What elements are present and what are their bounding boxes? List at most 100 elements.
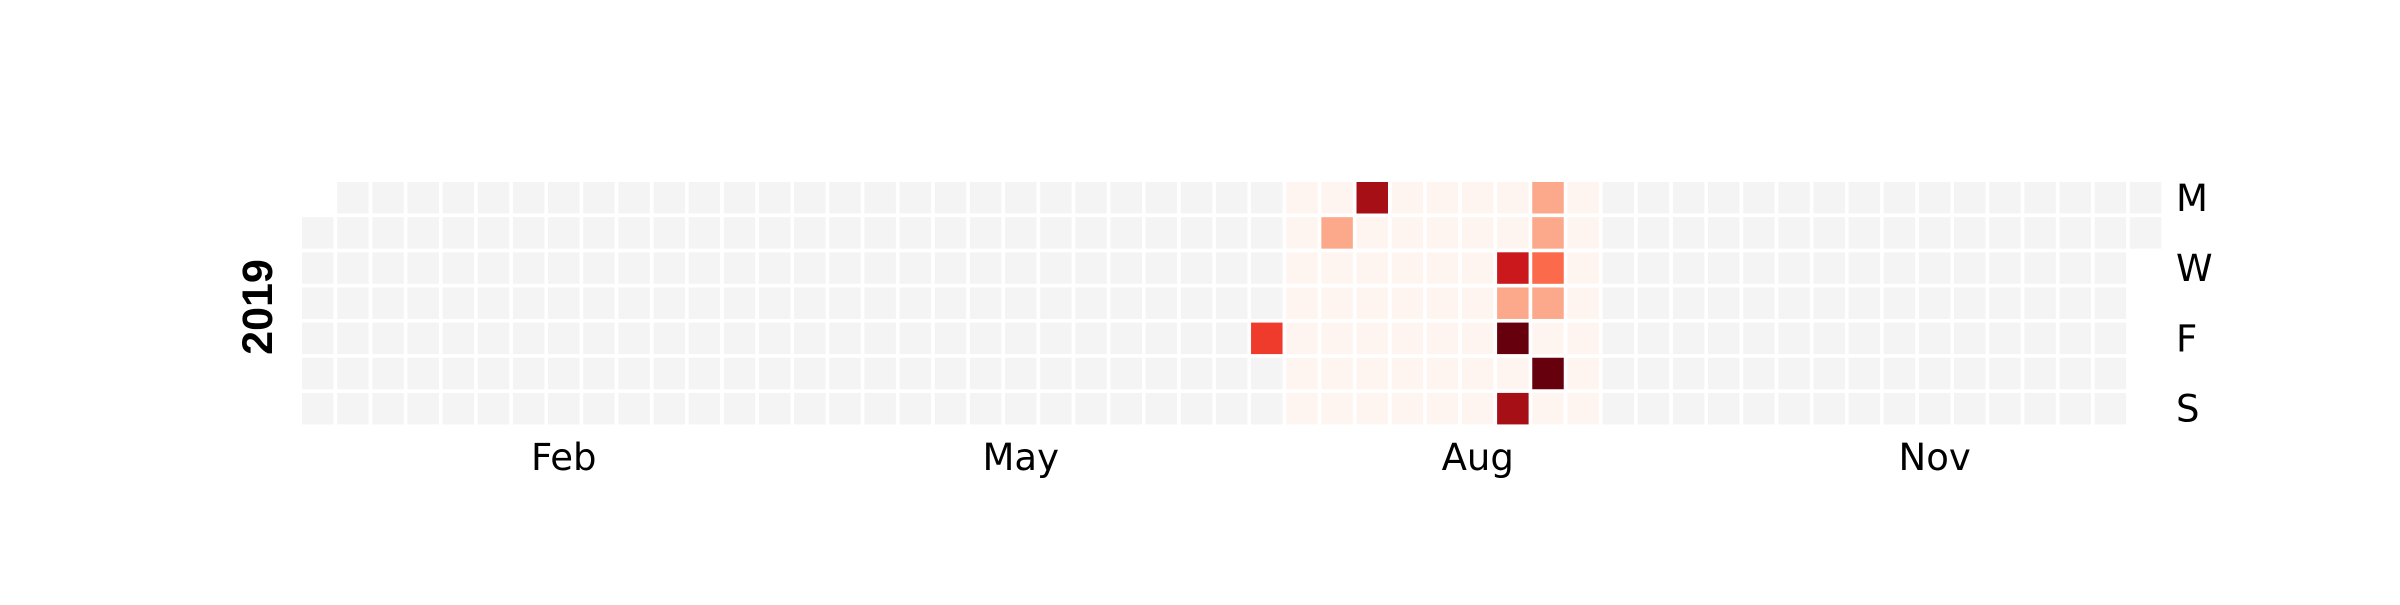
heatmap-cell: [1848, 357, 1881, 390]
heatmap-cell: [1005, 357, 1037, 390]
heatmap-cell: [2024, 217, 2056, 249]
heatmap-cell: [1005, 182, 1037, 214]
heatmap-cell: [1005, 287, 1037, 319]
heatmap-cell: [1075, 182, 1107, 214]
heatmap-cell: [934, 357, 967, 390]
heatmap-cell: [1426, 287, 1459, 319]
heatmap-cell: [1040, 287, 1072, 319]
heatmap-cell: [548, 252, 580, 284]
heatmap-cell: [1497, 322, 1529, 355]
heatmap-cell: [1461, 357, 1494, 390]
heatmap-cell: [2024, 252, 2056, 284]
heatmap-cell: [2094, 392, 2127, 425]
heatmap-cell: [1672, 322, 1705, 355]
heatmap-cell: [1040, 392, 1072, 425]
heatmap-cell: [1778, 287, 1810, 319]
heatmap-cell: [442, 182, 475, 214]
heatmap-cell: [1110, 392, 1142, 425]
heatmap-cell: [2059, 182, 2091, 214]
heatmap-cell: [1848, 392, 1881, 425]
heatmap-cell: [1321, 287, 1353, 319]
heatmap-cell: [372, 357, 404, 390]
heatmap-cell: [512, 252, 545, 284]
heatmap-cell: [618, 252, 650, 284]
heatmap-cell: [1251, 357, 1283, 390]
heatmap-cell: [1883, 392, 1916, 425]
heatmap-cell: [934, 287, 967, 319]
heatmap-cell: [302, 217, 334, 249]
heatmap-cell: [758, 357, 791, 390]
heatmap-cell: [477, 182, 510, 214]
heatmap-cell: [758, 252, 791, 284]
heatmap-cell: [758, 287, 791, 319]
heatmap-cell: [1778, 357, 1810, 390]
heatmap-cell: [1497, 392, 1529, 425]
heatmap-cell: [1743, 287, 1775, 319]
heatmap-cell: [2024, 392, 2056, 425]
heatmap-cell: [1883, 357, 1916, 390]
heatmap-cell: [1743, 217, 1775, 249]
heatmap-cell: [1180, 287, 1213, 319]
heatmap-cell: [1215, 182, 1248, 214]
heatmap-cell: [337, 182, 369, 214]
heatmap-cell: [1954, 182, 1986, 214]
heatmap-cell: [477, 392, 510, 425]
heatmap-cell: [688, 252, 721, 284]
heatmap-cell: [1883, 182, 1916, 214]
heatmap-cell: [1005, 252, 1037, 284]
heatmap-cell: [1567, 392, 1599, 425]
heatmap-cell: [1391, 357, 1424, 390]
heatmap-cell: [583, 252, 615, 284]
heatmap-cell: [407, 357, 439, 390]
heatmap-cell: [864, 252, 896, 284]
heatmap-cell: [2129, 217, 2162, 249]
heatmap-cell: [1251, 322, 1283, 355]
heatmap-cell: [512, 357, 545, 390]
heatmap-cell: [1426, 357, 1459, 390]
heatmap-cell: [1532, 217, 1564, 249]
heatmap-cell: [1848, 182, 1881, 214]
heatmap-cell: [372, 392, 404, 425]
heatmap-cell: [1637, 357, 1670, 390]
weekday-tick-label: S: [2176, 388, 2200, 431]
heatmap-cells: [302, 182, 2162, 425]
heatmap-cell: [2059, 287, 2091, 319]
heatmap-cell: [512, 322, 545, 355]
heatmap-cell: [1743, 182, 1775, 214]
heatmap-cell: [1426, 322, 1459, 355]
heatmap-cell: [1602, 392, 1635, 425]
heatmap-cell: [1602, 182, 1635, 214]
heatmap-cell: [1215, 322, 1248, 355]
heatmap-cell: [1391, 287, 1424, 319]
heatmap-cell: [1180, 357, 1213, 390]
heatmap-cell: [1813, 287, 1845, 319]
heatmap-cell: [1883, 217, 1916, 249]
heatmap-cell: [1813, 182, 1845, 214]
heatmap-cell: [653, 252, 685, 284]
heatmap-cell: [1813, 357, 1845, 390]
heatmap-cell: [2059, 252, 2091, 284]
month-tick-label: Aug: [1442, 436, 1514, 479]
heatmap-cell: [688, 217, 721, 249]
heatmap-cell: [1778, 392, 1810, 425]
heatmap-cell: [2094, 287, 2127, 319]
heatmap-cell: [1954, 392, 1986, 425]
heatmap-cell: [1145, 287, 1178, 319]
heatmap-cell: [407, 182, 439, 214]
heatmap-cell: [512, 392, 545, 425]
heatmap-cell: [1426, 217, 1459, 249]
heatmap-cell: [1954, 287, 1986, 319]
heatmap-cell: [2024, 182, 2056, 214]
heatmap-cell: [1110, 357, 1142, 390]
heatmap-cell: [302, 252, 334, 284]
heatmap-cell: [653, 322, 685, 355]
heatmap-cell: [1110, 322, 1142, 355]
heatmap-cell: [899, 182, 932, 214]
heatmap-cell: [1918, 182, 1951, 214]
heatmap-cell: [1075, 217, 1107, 249]
weekday-tick-label: M: [2176, 177, 2208, 220]
heatmap-cell: [864, 182, 896, 214]
heatmap-cell: [1286, 322, 1318, 355]
